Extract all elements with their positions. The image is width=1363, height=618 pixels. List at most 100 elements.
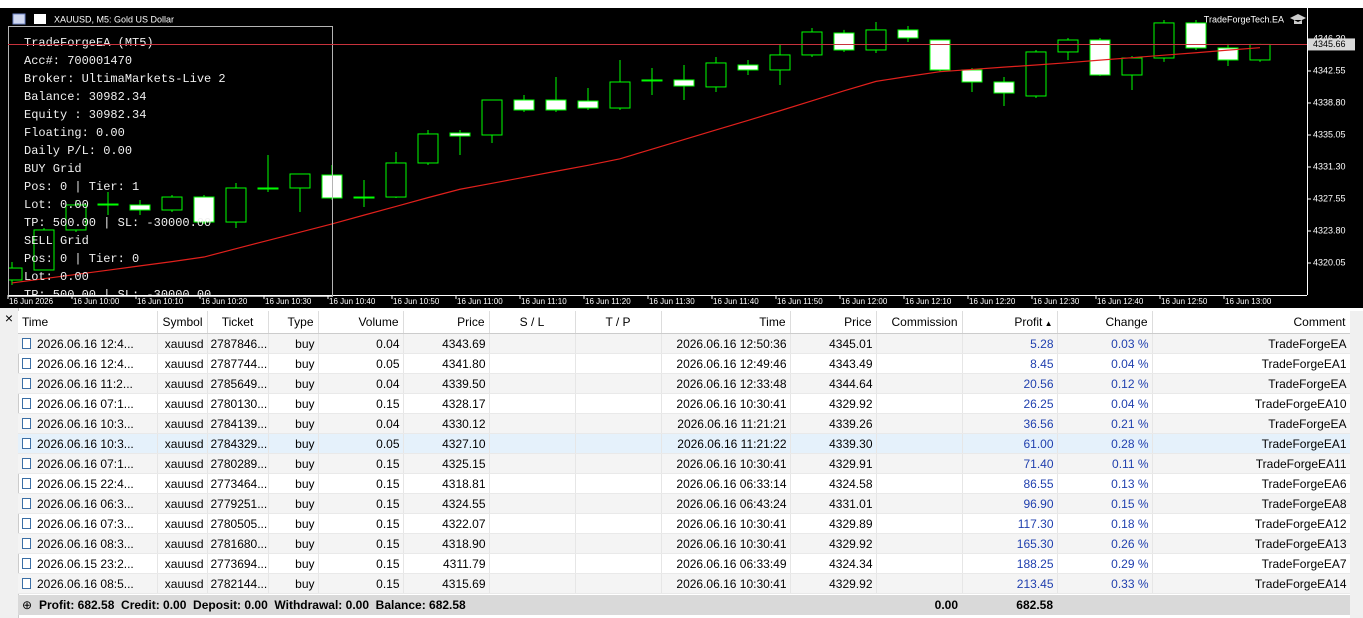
cell-text: 4339.50 (442, 376, 486, 391)
close-button[interactable]: × (4, 310, 14, 326)
cell-text: 4329.92 (829, 396, 873, 411)
cell: 26.25 (962, 393, 1058, 414)
column-header[interactable]: Time (661, 311, 791, 334)
cell-text: 2026.06.16 06:33:14 (676, 476, 787, 491)
cell: xauusd (157, 373, 208, 394)
column-header[interactable]: Comment (1152, 311, 1351, 334)
cell: 4324.58 (790, 473, 877, 494)
cell (489, 333, 576, 354)
cell-text: 0.21 % (1111, 416, 1149, 431)
row[interactable]: 2026.06.16 07:1... xauusd 2780289... buy 0.1… (18, 453, 1351, 474)
info-line: Pos: 0 | Tier: 0 (24, 252, 139, 266)
cell (575, 573, 662, 594)
cell-text: 2026.06.16 07:1... (37, 396, 134, 411)
cell-text: xauusd (164, 396, 204, 411)
cell: 2026.06.16 10:30:41 (661, 393, 791, 414)
column-header[interactable]: T / P (575, 311, 662, 334)
row[interactable]: 2026.06.16 11:2... xauusd 2785649... buy 0.0… (18, 373, 1351, 394)
cell: 4318.81 (403, 473, 490, 494)
cell: TradeForgeEA1 (1152, 353, 1351, 374)
candle-body (225, 187, 247, 223)
cell-text: 188.25 (1016, 556, 1054, 571)
column-header[interactable]: Volume (318, 311, 404, 334)
cell: 0.15 (318, 553, 404, 574)
expand-icon[interactable]: ⊕ (22, 598, 33, 612)
row[interactable]: 2026.06.16 10:3... xauusd 2784139... buy 0.0… (18, 413, 1351, 434)
candle-body (993, 81, 1015, 94)
cell: 2026.06.16 12:4... (18, 333, 158, 354)
row[interactable]: 2026.06.16 10:3... xauusd 2784329... buy 0.0… (18, 433, 1351, 454)
cell-text: 2026.06.16 10:30:41 (676, 516, 787, 531)
column-header[interactable]: Symbol (157, 311, 208, 334)
cell: 2773694... (207, 553, 269, 574)
y-tick-label: 4346.30 (1313, 33, 1346, 43)
cell: xauusd (157, 513, 208, 534)
cell: TradeForgeEA10 (1152, 393, 1351, 414)
cell: buy (268, 553, 319, 574)
info-panel (8, 26, 333, 297)
row[interactable]: 2026.06.16 08:5... xauusd 2782144... buy 0.1… (18, 573, 1351, 594)
cell-text: 4343.49 (829, 356, 873, 371)
cell: 4344.64 (790, 373, 877, 394)
column-header[interactable]: Price (403, 311, 490, 334)
row[interactable]: 2026.06.15 22:4... xauusd 2773464... buy 0.1… (18, 473, 1351, 494)
column-header[interactable]: Type (268, 311, 319, 334)
x-tick-label: 16 Jun 12:30 (1033, 297, 1080, 306)
row[interactable]: 2026.06.16 07:3... xauusd 2780505... buy 0.1… (18, 513, 1351, 534)
cell (489, 513, 576, 534)
column-header[interactable]: Ticket (207, 311, 269, 334)
row[interactable]: 2026.06.16 08:3... xauusd 2781680... buy 0.1… (18, 533, 1351, 554)
row-icon (22, 457, 31, 469)
column-header[interactable]: Profit ▲ (962, 311, 1058, 334)
cell: 2780505... (207, 513, 269, 534)
column-header[interactable]: S / L (489, 311, 576, 334)
column-header[interactable]: Change (1057, 311, 1153, 334)
x-tick-label: 16 Jun 10:10 (137, 297, 184, 306)
cell: xauusd (157, 453, 208, 474)
candle-body (385, 162, 407, 198)
row[interactable]: 2026.06.16 06:3... xauusd 2779251... buy 0.1… (18, 493, 1351, 514)
cell-text: 8.45 (1030, 356, 1054, 371)
info-line: Balance: 30982.34 (24, 90, 146, 104)
cell-text: 2026.06.15 22:4... (37, 476, 134, 491)
cell: 0.04 (318, 413, 404, 434)
row[interactable]: 2026.06.15 23:2... xauusd 2773694... buy 0.1… (18, 553, 1351, 574)
column-header[interactable]: Time (18, 311, 158, 334)
cell-text: 0.15 (376, 576, 400, 591)
cell: 0.04 % (1057, 393, 1153, 414)
cell: 2026.06.16 06:43:24 (661, 493, 791, 514)
y-tick-label: 4320.05 (1313, 257, 1346, 267)
cell-text: buy (295, 476, 315, 491)
info-line: TradeForgeEA (MT5) (24, 36, 154, 50)
cell-text: 2026.06.16 10:30:41 (676, 456, 787, 471)
cell: 4343.69 (403, 333, 490, 354)
cell-text: buy (295, 416, 315, 431)
cell: 2026.06.16 07:1... (18, 393, 158, 414)
cell: 4339.50 (403, 373, 490, 394)
cell-text: 2026.06.16 06:33:49 (676, 556, 787, 571)
cell-text: buy (295, 456, 315, 471)
cell-text: 4341.80 (442, 356, 486, 371)
row[interactable]: 2026.06.16 12:4... xauusd 2787846... buy 0.0… (18, 333, 1351, 354)
row[interactable]: 2026.06.16 12:4... xauusd 2787744... buy 0.0… (18, 353, 1351, 374)
cell-text: 4328.17 (442, 396, 486, 411)
row[interactable]: 2026.06.16 07:1... xauusd 2780130... buy 0.1… (18, 393, 1351, 414)
commission-total: 0.00 (934, 598, 958, 612)
chart: XAUUSD, M5: Gold US Dollar TradeForgeTec… (0, 0, 1363, 308)
column-header[interactable]: Commission (876, 311, 963, 334)
cell (489, 473, 576, 494)
cell: buy (268, 453, 319, 474)
cell: 2787744... (207, 353, 269, 374)
column-header[interactable]: Price (790, 311, 877, 334)
cell-text: 0.15 (376, 536, 400, 551)
cell: 0.13 % (1057, 473, 1153, 494)
cell-text: TradeForgeEA14 (1254, 576, 1347, 591)
cell: 0.04 (318, 373, 404, 394)
cell-text: 2026.06.16 10:3... (37, 436, 134, 451)
cell-text: TradeForgeEA13 (1254, 536, 1347, 551)
cell-text: xauusd (164, 336, 204, 351)
cell: TradeForgeEA (1152, 333, 1351, 354)
cell: TradeForgeEA8 (1152, 493, 1351, 514)
y-tick-label: 4331.30 (1313, 161, 1346, 171)
y-tick-label: 4327.55 (1313, 193, 1346, 203)
